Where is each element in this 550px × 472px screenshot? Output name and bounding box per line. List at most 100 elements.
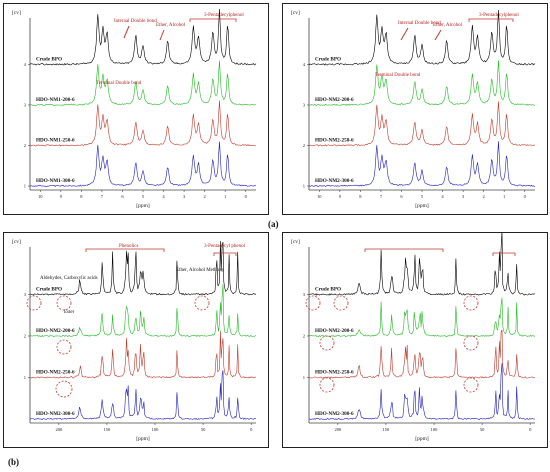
- c1-series-line-0: [29, 8, 257, 66]
- c1-annotation-3: Terminal Double bond: [96, 81, 142, 86]
- c1-y-tick-label-0: 4: [24, 62, 27, 67]
- caption-b: (b): [8, 457, 19, 467]
- c4-series-label-0: Crude BPO: [315, 287, 341, 293]
- c1-arrow-1: [159, 29, 165, 41]
- c4-circle-3: [319, 335, 335, 351]
- c2-x-tick-label-2: 8: [359, 194, 362, 199]
- c3-series-line-0: [29, 240, 257, 296]
- c4-x-tick-label-1: 150: [383, 427, 391, 432]
- panel-a-left: [cv] 10 9 8 7 6 5 4 3 2 1 0 [ppm] 4 3 2 1 Crude BPO HDO-NM…: [3, 3, 269, 215]
- c1-x-tick-label-1: 9: [60, 194, 63, 199]
- c2-series-label-3: HDO-NM2-300-6: [315, 178, 354, 184]
- c3-y-unit: [cv]: [12, 239, 21, 245]
- c1-x-tick-label-4: 6: [121, 194, 124, 199]
- c1-y-unit: [cv]: [12, 10, 21, 16]
- c2-y-tick-label-2: 2: [303, 143, 305, 148]
- c4-y-tick-label-1: 2: [303, 334, 305, 339]
- c1-x-tick-label-6: 4: [162, 194, 165, 199]
- c1-series-label-0: Crude BPO: [36, 57, 62, 63]
- c1-x-tick-label-7: 3: [183, 194, 186, 199]
- c3-bracket-1: [213, 252, 237, 256]
- c2-x-tick-label-7: 3: [462, 194, 465, 199]
- c1-x-tick-label-10: 0: [245, 194, 248, 199]
- c3-x-tick-label-2: 100: [152, 427, 160, 432]
- c3-annotation-2: Aldehydes, Carboxylic acids: [40, 276, 98, 281]
- c3-x-tick-label-4: 0: [250, 427, 253, 432]
- panel-b-left: [cv] 200 150 100 50 0 [ppm] 3 2 1 Crude BPO HDO-NM2…: [3, 232, 269, 448]
- c3-circle-1: [56, 295, 72, 311]
- c3-series-line-3: [29, 370, 257, 420]
- c3-annotation-0: Phenolics: [119, 244, 138, 249]
- c2-arrow-0: [400, 27, 409, 41]
- c2-series-line-1: [308, 60, 536, 106]
- c4-x-tick-label-4: 0: [529, 427, 532, 432]
- c2-annotation-3: Terminal Double bond: [375, 73, 421, 78]
- c2-series-label-0: Crude BPO: [315, 57, 341, 63]
- c4-series-line-1: [308, 297, 536, 338]
- panel-a-right: [cv] 10 9 8 7 6 5 4 3 2 1 0 [ppm] 4 3 2 1 Crude BPO HDO-NM…: [282, 3, 548, 215]
- c3-annotation-4: Ether, Alcohol Methoxy: [176, 268, 225, 273]
- c3-series-label-2: HDO-NM2-250-6: [36, 370, 75, 376]
- c2-annotation-2: 3-Pentadecylphenol: [479, 13, 519, 18]
- c2-bracket-0: [468, 18, 514, 22]
- c3-circle-2: [194, 295, 210, 311]
- caption-a: (a): [268, 219, 279, 229]
- c2-x-tick-label-1: 9: [339, 194, 342, 199]
- c4-circle-4: [463, 335, 479, 351]
- panel-b-right: [cv] 200 150 100 50 0 [ppm] 3 2 1 Crude BPO HDO-NM2…: [282, 232, 548, 448]
- c4-series-label-2: HDO-NM2-250-6: [315, 370, 354, 376]
- c3-series-label-3: HDO-NM2-300-6: [36, 411, 75, 417]
- chart-b-right: [cv] 200 150 100 50 0 [ppm] 3 2 1 Crude BPO HDO-NM2…: [291, 233, 536, 442]
- c3-circle-3: [56, 339, 72, 355]
- c3-annotation-3: Ester: [64, 310, 75, 315]
- c1-x-tick-label-8: 2: [204, 194, 206, 199]
- c4-circle-0: [305, 295, 321, 311]
- c4-circle-1: [333, 295, 349, 311]
- c4-series-label-3: HDO-NM2-300-6: [315, 411, 354, 417]
- c1-series-line-1: [29, 60, 257, 106]
- c2-annotation-0: Internal Double bond: [398, 21, 441, 26]
- c1-annotation-1: Ether, Alcohol: [156, 23, 186, 28]
- c2-annotation-1: Ether, Alcohol: [433, 23, 463, 28]
- c4-bracket-1: [492, 252, 516, 256]
- c2-y-tick-label-1: 3: [303, 103, 306, 108]
- c2-x-tick-label-8: 2: [483, 194, 485, 199]
- c4-x-tick-label-0: 200: [334, 427, 342, 432]
- c4-y-tick-label-0: 3: [303, 292, 306, 297]
- c2-x-label: [ppm]: [415, 203, 429, 209]
- c3-series-label-1: HDO-NM2-200-6: [36, 328, 75, 334]
- c2-x-tick-label-5: 5: [421, 194, 424, 199]
- c1-y-tick-label-3: 1: [24, 184, 26, 189]
- c3-y-tick-label-0: 3: [24, 292, 27, 297]
- c4-series-line-2: [308, 329, 536, 379]
- c1-series-label-1: HDO-NM1-200-6: [36, 97, 75, 103]
- c1-x-tick-label-3: 7: [101, 194, 104, 199]
- c1-x-tick-label-0: 10: [38, 194, 43, 199]
- c2-x-tick-label-9: 1: [503, 194, 505, 199]
- c3-x-tick-label-0: 200: [55, 427, 63, 432]
- c4-series-label-1: HDO-NM2-200-6: [315, 328, 354, 334]
- c4-circle-5: [319, 377, 335, 393]
- c3-x-label: [ppm]: [136, 436, 150, 442]
- c3-circle-4: [55, 380, 73, 398]
- c3-annotation-1: 3-Pentadecyl phenol: [204, 244, 246, 249]
- c2-y-tick-label-0: 4: [303, 62, 306, 67]
- c3-y-tick-label-2: 1: [24, 375, 26, 380]
- c1-y-tick-label-2: 2: [24, 143, 26, 148]
- c1-series-line-2: [29, 100, 257, 147]
- c4-series-line-0: [308, 233, 536, 296]
- chart-b-left: [cv] 200 150 100 50 0 [ppm] 3 2 1 Crude BPO HDO-NM2…: [12, 239, 257, 442]
- c2-x-tick-label-3: 7: [380, 194, 383, 199]
- c2-series-line-0: [308, 9, 536, 66]
- c3-x-tick-label-1: 150: [104, 427, 112, 432]
- c4-y-tick-label-2: 1: [303, 375, 305, 380]
- c4-x-tick-label-3: 50: [480, 427, 485, 432]
- c4-x-label: [ppm]: [415, 436, 429, 442]
- c4-bracket-0: [364, 248, 444, 252]
- c1-annotation-0: Internal Double bond: [114, 19, 157, 24]
- c2-series-line-2: [308, 101, 535, 147]
- c1-bracket-0: [189, 18, 237, 22]
- c1-series-label-2: HDO-NM1-250-6: [36, 138, 75, 144]
